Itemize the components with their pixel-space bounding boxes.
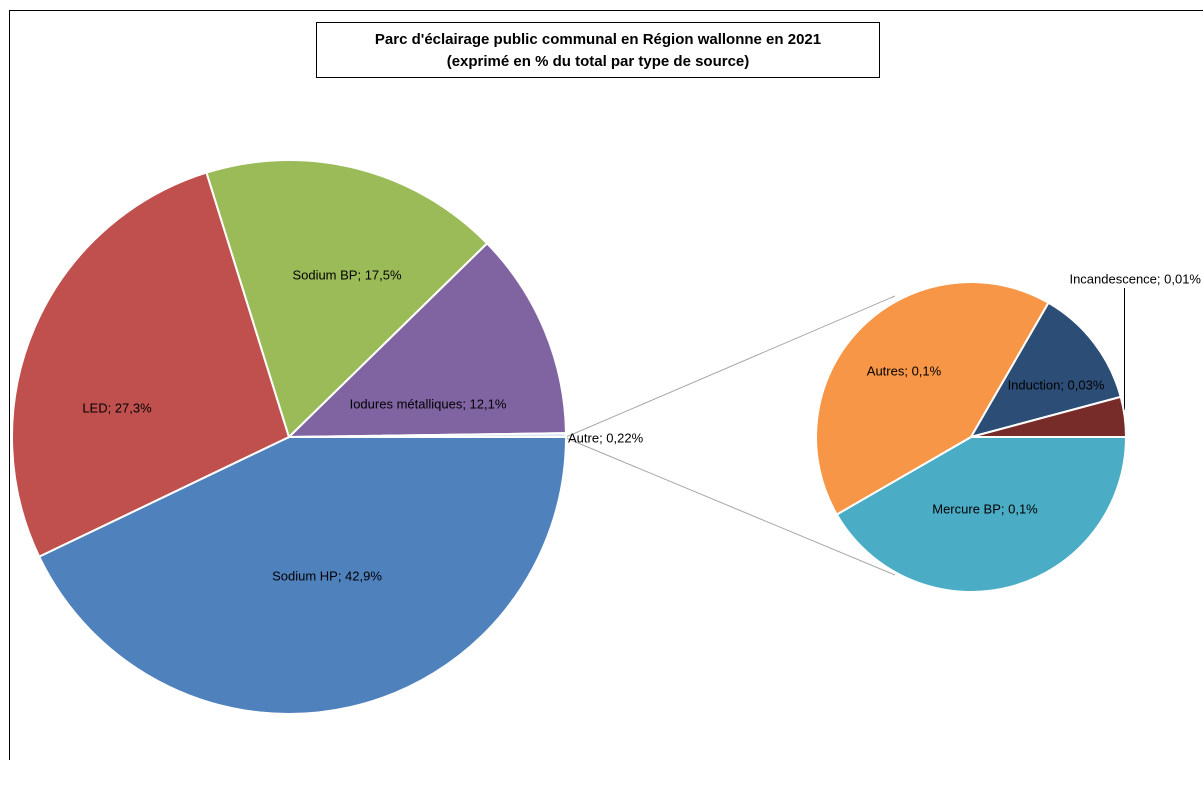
data-label: LED; 27,3% [82, 400, 152, 415]
pie-slice [205, 159, 489, 439]
connector-line [565, 437, 896, 576]
data-label: Sodium BP; 17,5% [292, 267, 402, 282]
data-label: Autre; 0,22% [568, 430, 644, 445]
pie-slice [37, 436, 568, 715]
chart-title: Parc d'éclairage public communal en Régi… [375, 31, 821, 48]
data-label: Mercure BP; 0,1% [932, 501, 1038, 516]
data-label: Incandescence; 0,01% [1069, 271, 1201, 286]
data-label: Sodium HP; 42,9% [272, 568, 382, 583]
title-box [316, 22, 880, 78]
pie-slice [835, 436, 1128, 593]
pie-slice [968, 301, 1122, 439]
data-label: Induction; 0,03% [1008, 377, 1105, 392]
pie-slice [286, 241, 567, 439]
chart-subtitle: (exprimé en % du total par type de sourc… [447, 53, 750, 70]
pie-slice [288, 432, 568, 438]
data-label: Autres; 0,1% [867, 363, 942, 378]
pie-slice [970, 395, 1128, 438]
pie-slice [815, 281, 1050, 516]
data-label: Iodures métalliques; 12,1% [350, 396, 507, 411]
pie-slice [11, 171, 291, 558]
connector-line [565, 295, 896, 438]
